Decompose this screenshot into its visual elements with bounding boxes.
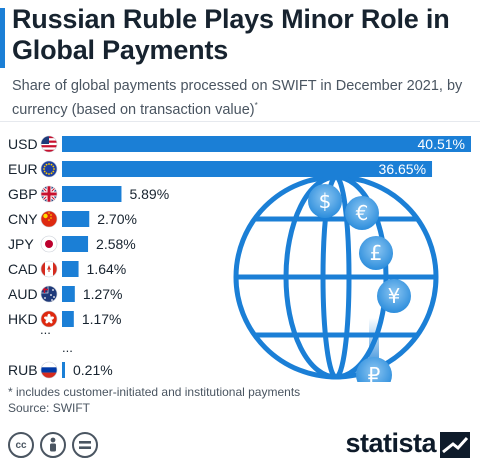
category-label: GBP (8, 186, 38, 202)
category-label: CNY (8, 211, 38, 227)
bar-chart: $ €£¥ ₽ USD 40.51% EUR 36.65% GBP 5.89% CNY 2.70%… (8, 135, 471, 382)
flag-ring (40, 285, 58, 303)
dollar-coin-icon-glyph: $ (319, 189, 332, 213)
bar-cny (62, 211, 90, 227)
value-label: 40.51% (418, 136, 465, 152)
ruble-coin-icon (356, 357, 392, 382)
cc-icon[interactable]: cc (8, 432, 34, 458)
value-label: 1.17% (82, 311, 122, 327)
euro-coin-icon-glyph: € (356, 201, 369, 225)
category-label: JPY (8, 236, 34, 252)
value-label: 5.89% (129, 186, 169, 202)
jpy-flag-icon (41, 236, 57, 252)
category-label: CAD (8, 261, 38, 277)
dollar-coin-icon (308, 184, 342, 218)
aud-flag-icon (41, 286, 57, 302)
cny-flag-icon (41, 211, 57, 227)
bar-cad (62, 261, 79, 277)
flag-ring (40, 361, 58, 379)
nd-icon[interactable] (72, 432, 98, 458)
category-label: AUD (8, 286, 38, 302)
euro-coin-icon (345, 196, 379, 230)
flag-ring (40, 135, 58, 153)
chart-subtitle: Share of global payments processed on SW… (12, 77, 472, 120)
gap-marker: ... (40, 322, 51, 337)
category-label: RUB (8, 362, 38, 378)
flag-ring (40, 310, 58, 328)
person-icon (50, 437, 56, 452)
value-label: 1.27% (83, 286, 123, 302)
value-label: 36.65% (379, 161, 426, 177)
usd-flag-icon (41, 136, 57, 152)
subtitle-text: Share of global payments processed on SW… (12, 78, 463, 118)
license-icons: cc (8, 432, 98, 458)
source-note: Source: SWIFT (8, 401, 91, 415)
eur-flag-icon (41, 161, 57, 177)
yen-coin-icon-glyph: ¥ (388, 284, 401, 308)
subtitle-mark: * (254, 101, 258, 110)
flag-ring (40, 235, 58, 253)
value-label: 0.21% (73, 362, 113, 378)
category-label: HKD (8, 311, 38, 327)
value-label: 2.58% (96, 236, 136, 252)
header-divider (0, 121, 480, 122)
ruble-coin-icon-glyph: ₽ (368, 363, 381, 382)
equals-icon (79, 441, 91, 449)
category-label: EUR (8, 161, 38, 177)
yen-coin-icon (377, 279, 411, 313)
ruble-glow (369, 318, 379, 368)
flag-ring (40, 185, 58, 203)
hkd-flag-icon (41, 311, 57, 327)
chart-title: Russian Ruble Plays Minor Role in Global… (12, 4, 450, 65)
pound-coin-icon (359, 236, 393, 270)
by-icon[interactable] (40, 432, 66, 458)
bar-usd (62, 136, 471, 152)
gap-marker: ... (62, 340, 73, 355)
bar-jpy (62, 236, 89, 252)
bar-rub (62, 362, 65, 378)
flag-ring (40, 210, 58, 228)
statista-logo[interactable]: statista (345, 428, 436, 458)
globe-illustration: $ €£¥ ₽ (233, 174, 439, 382)
gbp-flag-icon (41, 186, 57, 202)
cad-flag-icon (41, 261, 57, 277)
statista-logo-mark-icon (440, 432, 470, 458)
footnote: * includes customer-initiated and instit… (8, 385, 301, 399)
bar-hkd (62, 311, 74, 327)
flag-ring (40, 160, 58, 178)
value-label: 1.64% (87, 261, 127, 277)
rub-flag-icon (41, 362, 57, 378)
category-label: USD (8, 136, 38, 152)
pound-coin-icon-glyph: £ (370, 241, 383, 265)
flag-ring (40, 260, 58, 278)
bar-aud (62, 286, 75, 302)
title-accent-bar (0, 8, 5, 68)
bar-group: USD 40.51% EUR 36.65% GBP 5.89% CNY 2.70% JPY 2.5… (8, 135, 471, 379)
bar-eur (62, 161, 433, 177)
value-label: 2.70% (97, 211, 137, 227)
bar-gbp (62, 186, 122, 202)
